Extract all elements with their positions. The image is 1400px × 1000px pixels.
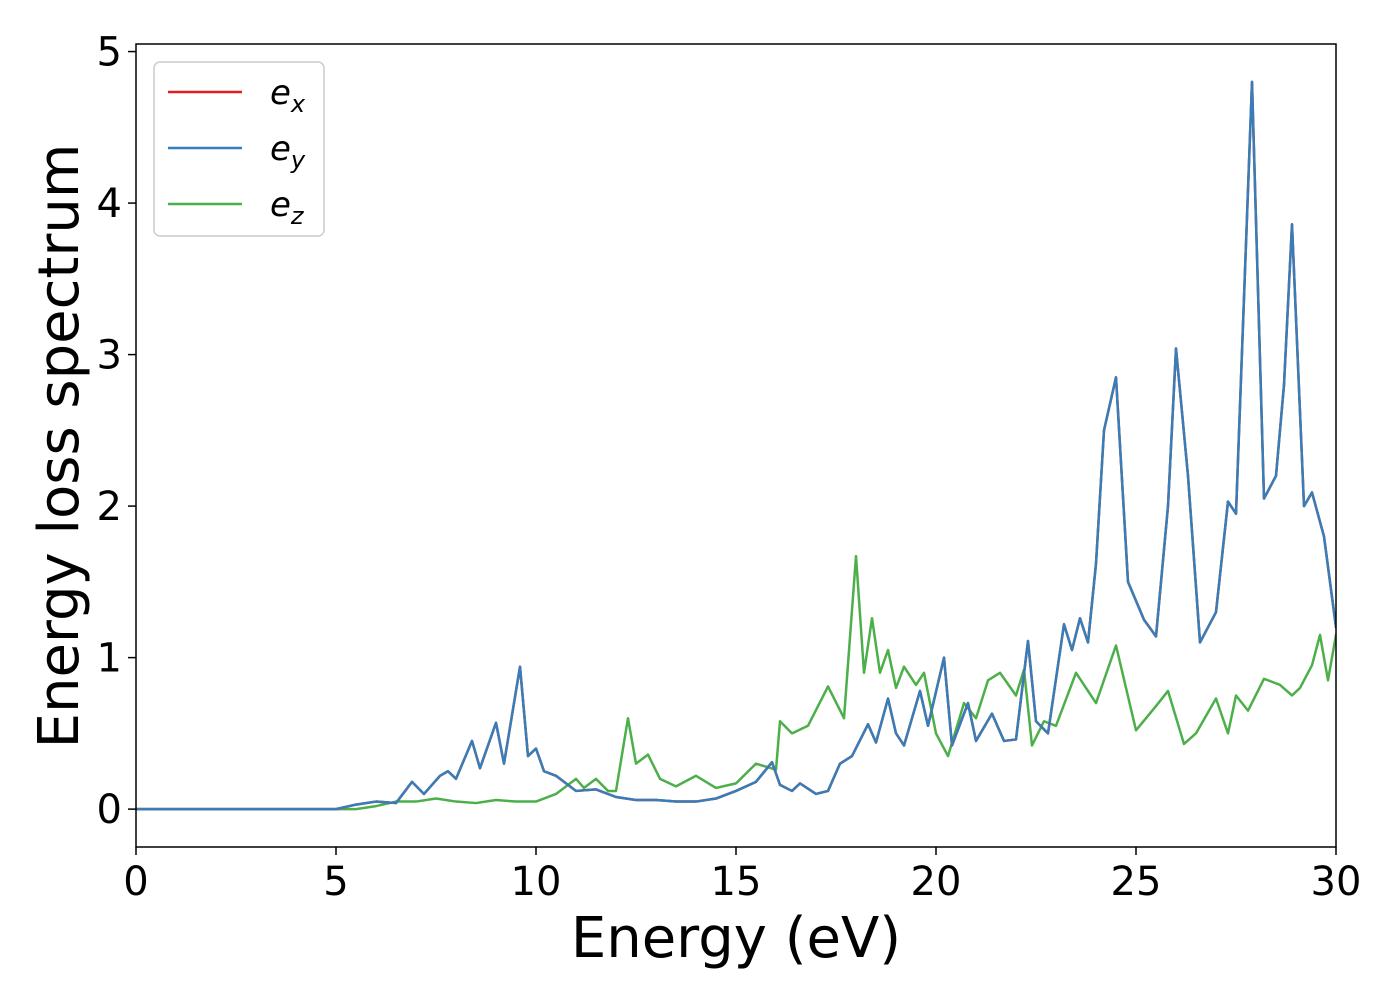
x-tick-label: 30 xyxy=(1311,859,1362,905)
x-tick-label: 25 xyxy=(1111,859,1162,905)
x-tick-label: 10 xyxy=(511,859,562,905)
legend-label-z: ez xyxy=(270,185,305,230)
y-tick-label: 5 xyxy=(97,30,122,76)
y-tick-label: 3 xyxy=(97,333,122,379)
x-tick-label: 20 xyxy=(911,859,962,905)
legend-label-y: ey xyxy=(270,129,306,174)
x-axis: 0 5 10 15 20 25 30 xyxy=(123,847,1361,905)
y-axis: 0 1 2 3 4 5 xyxy=(97,30,136,833)
y-tick-label: 2 xyxy=(97,484,122,530)
y-tick-label: 4 xyxy=(97,181,122,227)
legend: ex ey ez xyxy=(153,61,325,237)
x-tick-label: 15 xyxy=(711,859,762,905)
y-tick-label: 0 xyxy=(97,787,122,833)
legend-label-x: ex xyxy=(270,73,306,118)
y-tick-label: 1 xyxy=(97,636,122,682)
x-tick-label: 0 xyxy=(123,859,148,905)
x-axis-label: Energy (eV) xyxy=(571,906,901,971)
y-axis-label: Energy loss spectrum xyxy=(27,144,92,749)
x-tick-label: 5 xyxy=(323,859,348,905)
series-line-z xyxy=(136,554,1336,811)
series-line-y xyxy=(136,80,1336,811)
series-layer xyxy=(136,80,1336,811)
